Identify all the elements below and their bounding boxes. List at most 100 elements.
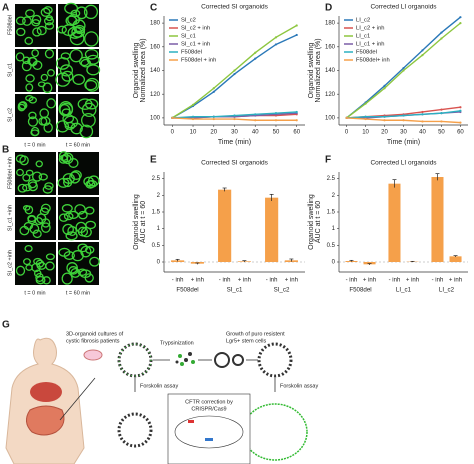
organoid-blob	[25, 264, 33, 271]
organoid-blob	[58, 151, 69, 162]
organoid-blob	[72, 74, 86, 85]
organoid-blob	[58, 247, 71, 257]
point	[212, 90, 215, 93]
diagram-text: CRISPR/Cas9	[191, 406, 226, 412]
x-tick-label: 30	[400, 130, 407, 136]
organoid-blob	[34, 217, 43, 226]
organoid-blob	[43, 122, 53, 133]
organoid-blob	[16, 168, 24, 177]
chart-title: Corrected SI organoids	[201, 4, 269, 11]
organ	[30, 382, 62, 402]
x-tick-label: 0	[345, 130, 349, 136]
organoid-blob	[24, 244, 33, 253]
legend-label: SI_c1	[181, 34, 196, 40]
point	[233, 114, 236, 117]
organoid-blob	[40, 73, 49, 82]
x-tick-label: + inh	[191, 278, 204, 284]
diagram-text: Lgr5+ stem cells	[226, 338, 266, 344]
organoid-blob	[31, 171, 43, 182]
micrograph	[15, 152, 56, 195]
y-tick-label: 0	[157, 260, 161, 266]
gene	[205, 438, 213, 441]
organoid-blob	[67, 13, 80, 26]
organoid-blob	[83, 4, 98, 20]
point	[212, 87, 215, 90]
y-tick-label: 120	[150, 92, 161, 98]
point	[421, 49, 424, 52]
organoid-blob	[40, 203, 51, 213]
group-label: SI_c1	[227, 287, 243, 294]
legend-label: SI_c1 + inh	[181, 42, 210, 48]
arrow	[59, 377, 96, 421]
chart-title: Corrected LI organoids	[370, 160, 437, 167]
y-tick-label: 1	[157, 226, 161, 232]
organoid-blob	[39, 207, 50, 216]
row-label: F508del +inh	[7, 157, 13, 189]
point	[295, 110, 298, 114]
intestine	[26, 405, 65, 436]
organoid-blob	[47, 68, 55, 77]
cell	[174, 415, 244, 449]
organoid-blob	[46, 98, 57, 109]
y-tick-label: 1.5	[152, 210, 161, 216]
organoid-blob	[32, 27, 42, 37]
column-label: t = 0 min	[24, 142, 45, 148]
chart-title: Corrected LI organoids	[370, 4, 437, 11]
legend-label: LI_c2 + inh	[356, 26, 385, 32]
organoid-blob	[61, 70, 74, 82]
y-axis-label: Normalized area (%)	[315, 38, 322, 102]
organoid-blob	[86, 64, 101, 76]
organoid-blob	[15, 16, 26, 26]
legend-label: LI_c2	[356, 18, 370, 24]
row-label: F508del	[7, 15, 13, 35]
point	[254, 57, 257, 60]
panel-label: C	[150, 3, 157, 14]
point	[402, 67, 405, 70]
point	[212, 115, 215, 118]
point	[440, 120, 443, 123]
organoid-blob	[59, 64, 74, 77]
y-axis-label: Organoid swelling	[308, 43, 315, 99]
organoid-blob	[35, 272, 44, 283]
y-axis-label: Organoid swelling	[308, 194, 315, 250]
organoid-blob	[86, 54, 100, 65]
diagram: 3D-organoid cultures of cystic fibrosis …	[5, 331, 318, 464]
point	[191, 103, 195, 106]
organoid-blob	[15, 154, 26, 163]
diagram-text: Forskolin assay	[140, 383, 178, 389]
organoid-blob	[70, 170, 82, 180]
organoid-blob	[80, 245, 92, 258]
point	[459, 16, 462, 19]
x-tick-label: 60	[293, 130, 300, 136]
organoid-blob	[77, 268, 88, 276]
organoid-blob	[35, 160, 43, 168]
point	[421, 53, 424, 57]
organoid-blob	[70, 122, 83, 135]
organoid-blob	[79, 56, 90, 67]
organoid-blob	[63, 212, 74, 221]
organoid-blob	[68, 158, 79, 168]
point	[402, 69, 405, 72]
column-label: t = 60 min	[66, 142, 90, 148]
organoid-blob	[65, 231, 78, 241]
organoid-blob	[81, 112, 96, 128]
bar	[388, 183, 401, 262]
y-axis-label: AUC at t = 60	[140, 201, 147, 243]
row-label: SI_c2	[7, 108, 13, 122]
row-label: SI_c1	[7, 63, 13, 77]
group-label: F508del	[349, 287, 371, 294]
organoid-blob	[85, 180, 96, 189]
organoid-blob	[57, 25, 67, 34]
organoid-blob	[15, 265, 26, 276]
organoid-blob	[25, 94, 34, 102]
organoid-blob	[60, 52, 71, 60]
organoid-blob	[61, 108, 72, 116]
legend-label: F508del+ inh	[356, 58, 390, 64]
organoid-blob	[25, 83, 34, 92]
group-label: LI_c1	[396, 287, 412, 294]
x-tick-label: + inh	[449, 278, 462, 284]
x-tick-label: - inh	[219, 278, 231, 284]
organoid-cells	[118, 343, 152, 377]
diagram-text: 3D-organoid cultures of	[66, 331, 124, 337]
diagram-text: CFTR correction by	[185, 399, 233, 405]
